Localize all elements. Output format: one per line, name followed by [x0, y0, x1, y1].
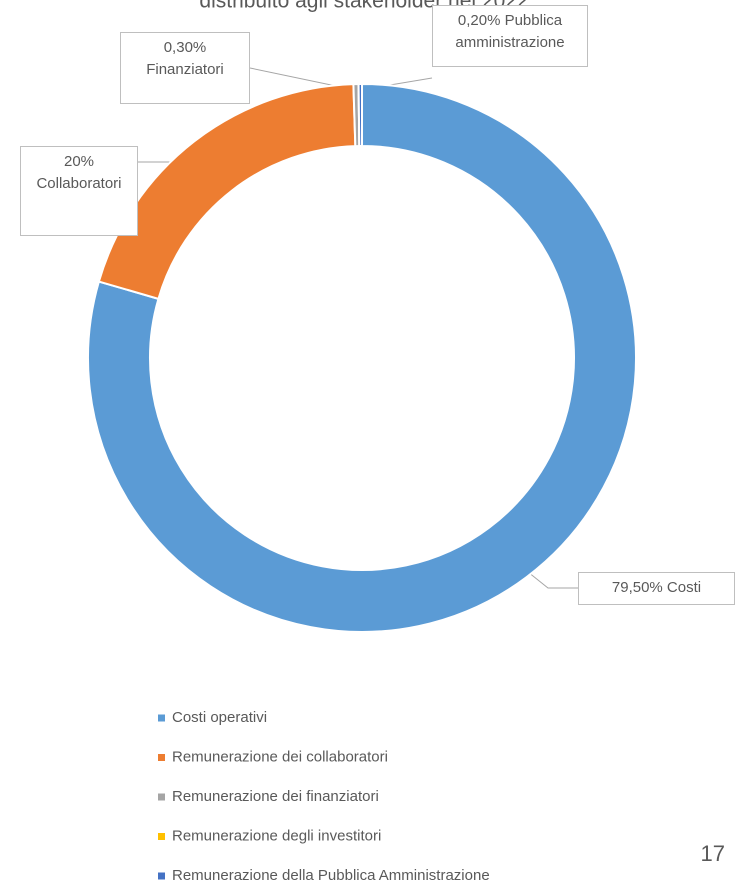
page-number: 17 — [701, 841, 725, 866]
legend-label: Remunerazione degli investitori — [172, 827, 381, 844]
legend-swatch — [158, 872, 165, 880]
data-label: 0,20% Pubblica amministrazione — [432, 5, 588, 67]
data-label: 20% Collaboratori — [20, 146, 138, 236]
legend-label: Costi operativi — [172, 709, 267, 726]
legend-label: Remunerazione dei finanziatori — [172, 788, 379, 805]
legend-swatch — [158, 714, 165, 722]
legend-label: Remunerazione dei collaboratori — [172, 748, 388, 765]
legend-label: Remunerazione della Pubblica Amministraz… — [172, 867, 490, 884]
donut-segment — [87, 82, 637, 633]
legend-swatch — [158, 793, 165, 801]
data-label: 0,30% Finanziatori — [120, 32, 250, 104]
legend-swatch — [158, 754, 165, 761]
data-label: 79,50% Costi — [578, 572, 735, 605]
legend-swatch — [158, 833, 165, 840]
donut-segment — [357, 82, 363, 148]
